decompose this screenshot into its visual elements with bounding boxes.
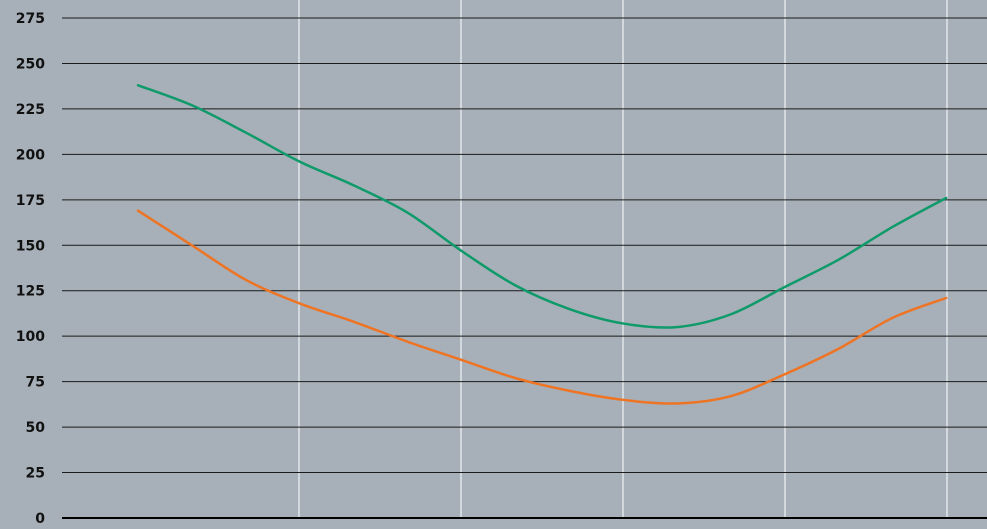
y-tick-label: 175 bbox=[16, 193, 45, 209]
series-line-1 bbox=[136, 84, 948, 329]
y-tick-label: 125 bbox=[16, 284, 45, 300]
y-tick-label: 25 bbox=[26, 466, 45, 482]
y-tick-label: 75 bbox=[26, 375, 45, 391]
y-tick-label: 250 bbox=[16, 56, 45, 72]
y-tick-label: 50 bbox=[26, 420, 46, 436]
y-tick-label: 200 bbox=[16, 147, 45, 163]
y-tick-label: 225 bbox=[16, 102, 45, 118]
y-axis-tick-labels: 0 25 50 75 100 125 150 175 200 225 250 275 bbox=[16, 11, 45, 527]
horizontal-gridlines bbox=[62, 17, 987, 474]
y-tick-label: 100 bbox=[16, 329, 45, 345]
y-tick-label: 150 bbox=[16, 238, 45, 254]
y-tick-label: 0 bbox=[35, 511, 45, 527]
vertical-gridlines bbox=[298, 0, 948, 518]
y-tick-label: 275 bbox=[16, 11, 45, 27]
series-lines bbox=[136, 84, 948, 405]
series-line-2 bbox=[136, 209, 948, 405]
